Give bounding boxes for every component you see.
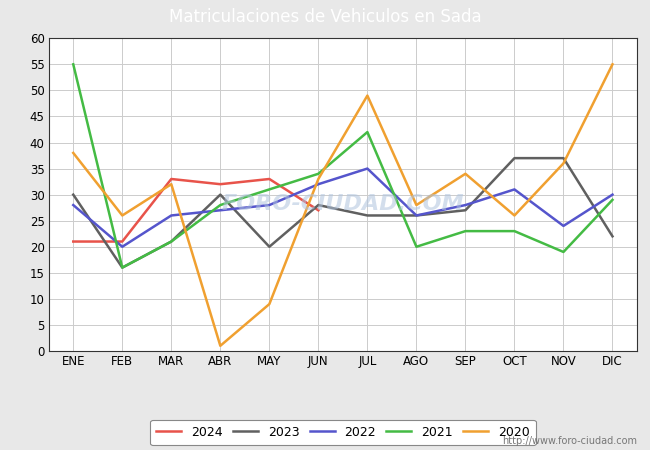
Legend: 2024, 2023, 2022, 2021, 2020: 2024, 2023, 2022, 2021, 2020 [150,420,536,446]
Text: FORO-CIUDAD.COM: FORO-CIUDAD.COM [222,194,464,214]
Text: http://www.foro-ciudad.com: http://www.foro-ciudad.com [502,436,637,446]
Text: Matriculaciones de Vehiculos en Sada: Matriculaciones de Vehiculos en Sada [169,8,481,26]
